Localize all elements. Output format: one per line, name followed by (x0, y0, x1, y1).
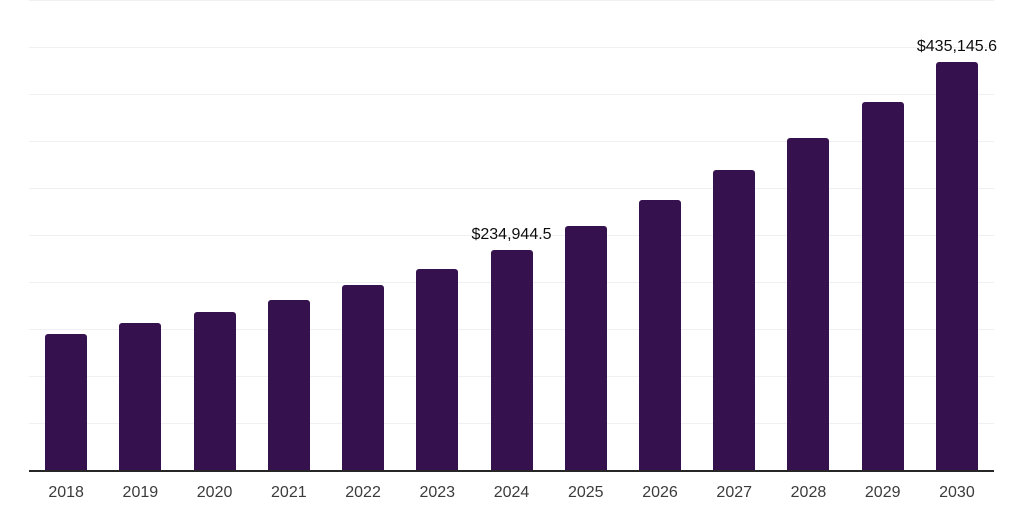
bar-2028 (787, 137, 830, 471)
x-tick-2024: 2024 (493, 484, 530, 501)
x-tick-2029: 2029 (864, 484, 901, 501)
bar-slot-2019 (103, 1, 177, 471)
x-tick-2023: 2023 (419, 484, 456, 501)
bar-slot-2026 (623, 1, 697, 471)
bar-slot-2030: $435,145.6 (916, 1, 997, 471)
bar-2018 (45, 333, 88, 471)
bar-2021 (267, 300, 310, 471)
plot-area: $234,944.5 $435,145.6 (29, 0, 997, 471)
x-tick-2022: 2022 (345, 484, 381, 501)
bar-slot-2020 (177, 1, 251, 471)
bar-2026 (638, 199, 681, 471)
bar-2020 (193, 311, 236, 471)
x-tick-2018: 2018 (48, 484, 84, 501)
bar-2023 (416, 269, 459, 471)
bar-2019 (119, 323, 162, 471)
value-label-2024: $234,944.5 (471, 226, 552, 244)
x-tick-2020: 2020 (196, 484, 233, 501)
gridline (29, 94, 994, 95)
x-tick-2021: 2021 (271, 484, 307, 501)
bar-slot-2021 (252, 1, 326, 471)
x-axis-labels: 2018 2019 2020 2021 2022 2023 2024 2025 2026 2027… (29, 484, 994, 502)
x-tick-2025: 2025 (567, 484, 604, 501)
x-axis-line (29, 470, 994, 472)
x-tick-2027: 2027 (716, 484, 753, 501)
bar-slots: $234,944.5 $435,145.6 (29, 1, 997, 471)
bar-slot-2027 (697, 1, 771, 471)
gridline (29, 141, 994, 142)
x-tick-2030: 2030 (939, 484, 975, 501)
bar-slot-2018 (29, 1, 103, 471)
x-tick-2028: 2028 (790, 484, 827, 501)
x-tick-2019: 2019 (122, 484, 159, 501)
bar-2022 (342, 284, 385, 471)
bar-slot-2023 (400, 1, 474, 471)
gridline (29, 0, 994, 1)
value-label-2030: $435,145.6 (916, 37, 997, 55)
bar-slot-2028 (771, 1, 845, 471)
bar-2029 (861, 101, 904, 471)
bar-2024 (490, 250, 533, 471)
gridline (29, 47, 994, 48)
bar-slot-2025 (549, 1, 623, 471)
gridline (29, 188, 994, 189)
bar-2025 (564, 226, 607, 471)
bar-2027 (713, 170, 756, 471)
gridline (29, 235, 994, 236)
bar-slot-2022 (326, 1, 400, 471)
bar-slot-2029 (846, 1, 920, 471)
bar-slot-2024: $234,944.5 (471, 1, 552, 471)
bar-2030 (935, 61, 978, 471)
x-tick-2026: 2026 (642, 484, 678, 501)
